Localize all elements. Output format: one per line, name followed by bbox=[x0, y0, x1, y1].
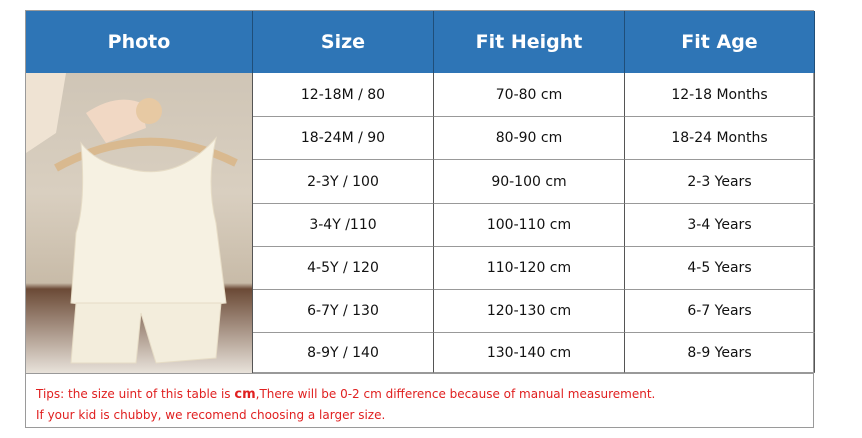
column-header: Size bbox=[253, 11, 434, 73]
column-header: Photo bbox=[26, 11, 253, 73]
tips-unit: cm bbox=[234, 387, 256, 402]
table-cell: 70-80 cm bbox=[434, 73, 625, 117]
table-cell: 100-110 cm bbox=[434, 204, 625, 247]
table-cell: 18-24M / 90 bbox=[253, 117, 434, 160]
table-cell: 80-90 cm bbox=[434, 117, 625, 160]
table-cell: 8-9Y / 140 bbox=[253, 333, 434, 373]
tips-line1-rest: ,There will be 0-2 cm difference because… bbox=[255, 387, 656, 401]
size-chart-table: Photo Size Fit Height Fit Age 12-18M / 80 70… bbox=[25, 10, 815, 428]
table-cell: 3-4 Years bbox=[625, 204, 815, 247]
table-cell: 4-5 Years bbox=[625, 247, 815, 290]
product-photo bbox=[26, 73, 253, 373]
table-cell: 110-120 cm bbox=[434, 247, 625, 290]
table-cell: 8-9 Years bbox=[625, 333, 815, 373]
table-cell: 3-4Y /110 bbox=[253, 204, 434, 247]
column-header: Fit Height bbox=[434, 11, 625, 73]
table-cell: 130-140 cm bbox=[434, 333, 625, 373]
tips-line2: If your kid is chubby, we recomend choos… bbox=[36, 408, 386, 422]
table-cell: 12-18 Months bbox=[625, 73, 815, 117]
table-cell: 2-3 Years bbox=[625, 160, 815, 204]
table-cell: 120-130 cm bbox=[434, 290, 625, 333]
table-cell: 6-7Y / 130 bbox=[253, 290, 434, 333]
table-cell: 4-5Y / 120 bbox=[253, 247, 434, 290]
tips-note: Tips: the size uint of this table is cm,… bbox=[26, 373, 813, 427]
tips-line1: Tips: the size uint of this table is bbox=[36, 387, 235, 401]
column-header: Fit Age bbox=[625, 11, 815, 73]
table-cell: 6-7 Years bbox=[625, 290, 815, 333]
table-cell: 12-18M / 80 bbox=[253, 73, 434, 117]
table-cell: 18-24 Months bbox=[625, 117, 815, 160]
table-cell: 90-100 cm bbox=[434, 160, 625, 204]
table-cell: 2-3Y / 100 bbox=[253, 160, 434, 204]
